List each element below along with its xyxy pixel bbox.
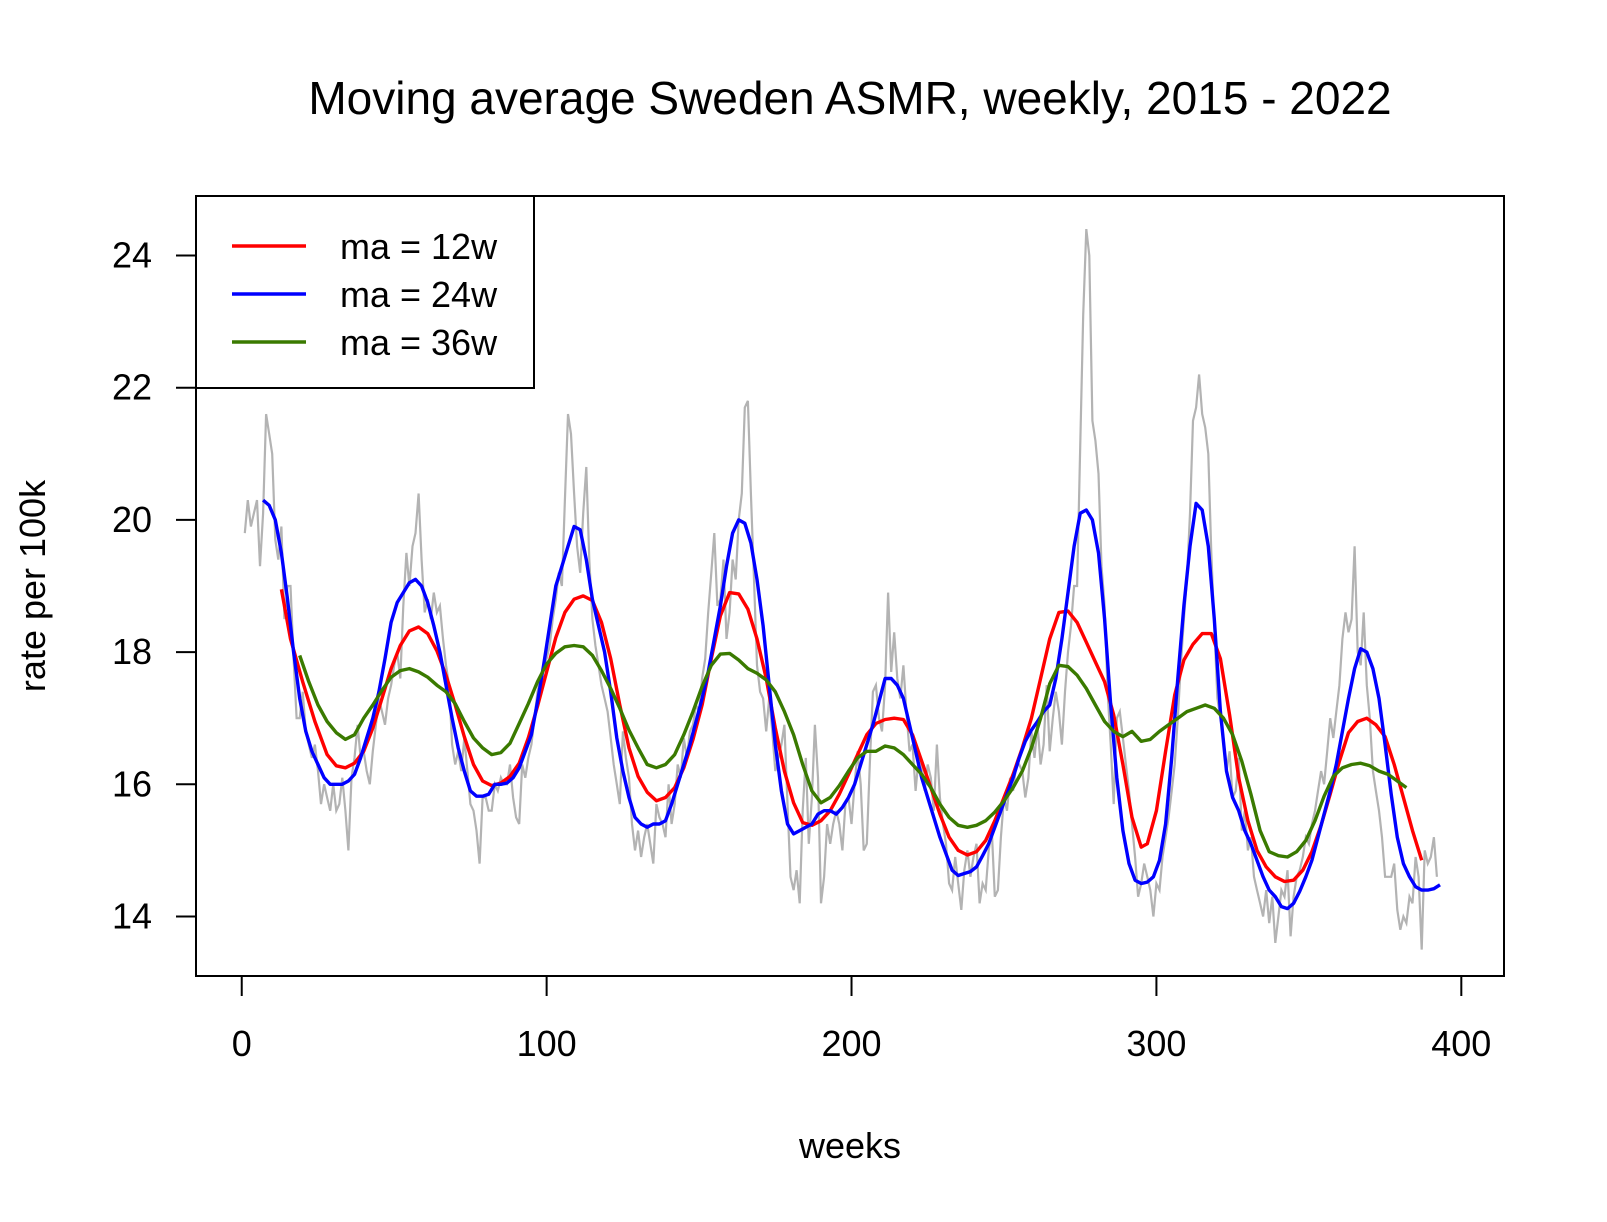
series-line-1 (261, 498, 1441, 911)
x-tick-label-4: 400 (1431, 1023, 1491, 1064)
y-tick-label-0: 14 (112, 896, 152, 937)
x-tick-label-3: 300 (1126, 1023, 1186, 1064)
y-tick-label-1: 16 (112, 763, 152, 804)
x-axis-label: weeks (798, 1125, 901, 1166)
legend-label-1: ma = 24w (340, 274, 498, 315)
legend-label-2: ma = 36w (340, 322, 498, 363)
x-tick-label-2: 200 (821, 1023, 881, 1064)
x-tick-label-0: 0 (232, 1023, 252, 1064)
y-tick-label-5: 24 (112, 234, 152, 275)
legend-box (195, 195, 535, 389)
y-axis-label: rate per 100k (12, 479, 53, 692)
y-tick-label-4: 22 (112, 367, 152, 408)
y-tick-label-2: 18 (112, 631, 152, 672)
legend: ma = 12w ma = 24w ma = 36w (195, 195, 535, 389)
x-tick-label-1: 100 (517, 1023, 577, 1064)
legend-label-0: ma = 12w (340, 226, 498, 267)
x-axis: 0 100 200 300 400 (232, 975, 1491, 1064)
y-axis: 14 16 18 20 22 24 (112, 234, 197, 937)
series-layer (261, 498, 1441, 911)
series-line-2 (298, 643, 1408, 859)
y-tick-label-3: 20 (112, 499, 152, 540)
chart-title: Moving average Sweden ASMR, weekly, 2015… (308, 72, 1391, 124)
